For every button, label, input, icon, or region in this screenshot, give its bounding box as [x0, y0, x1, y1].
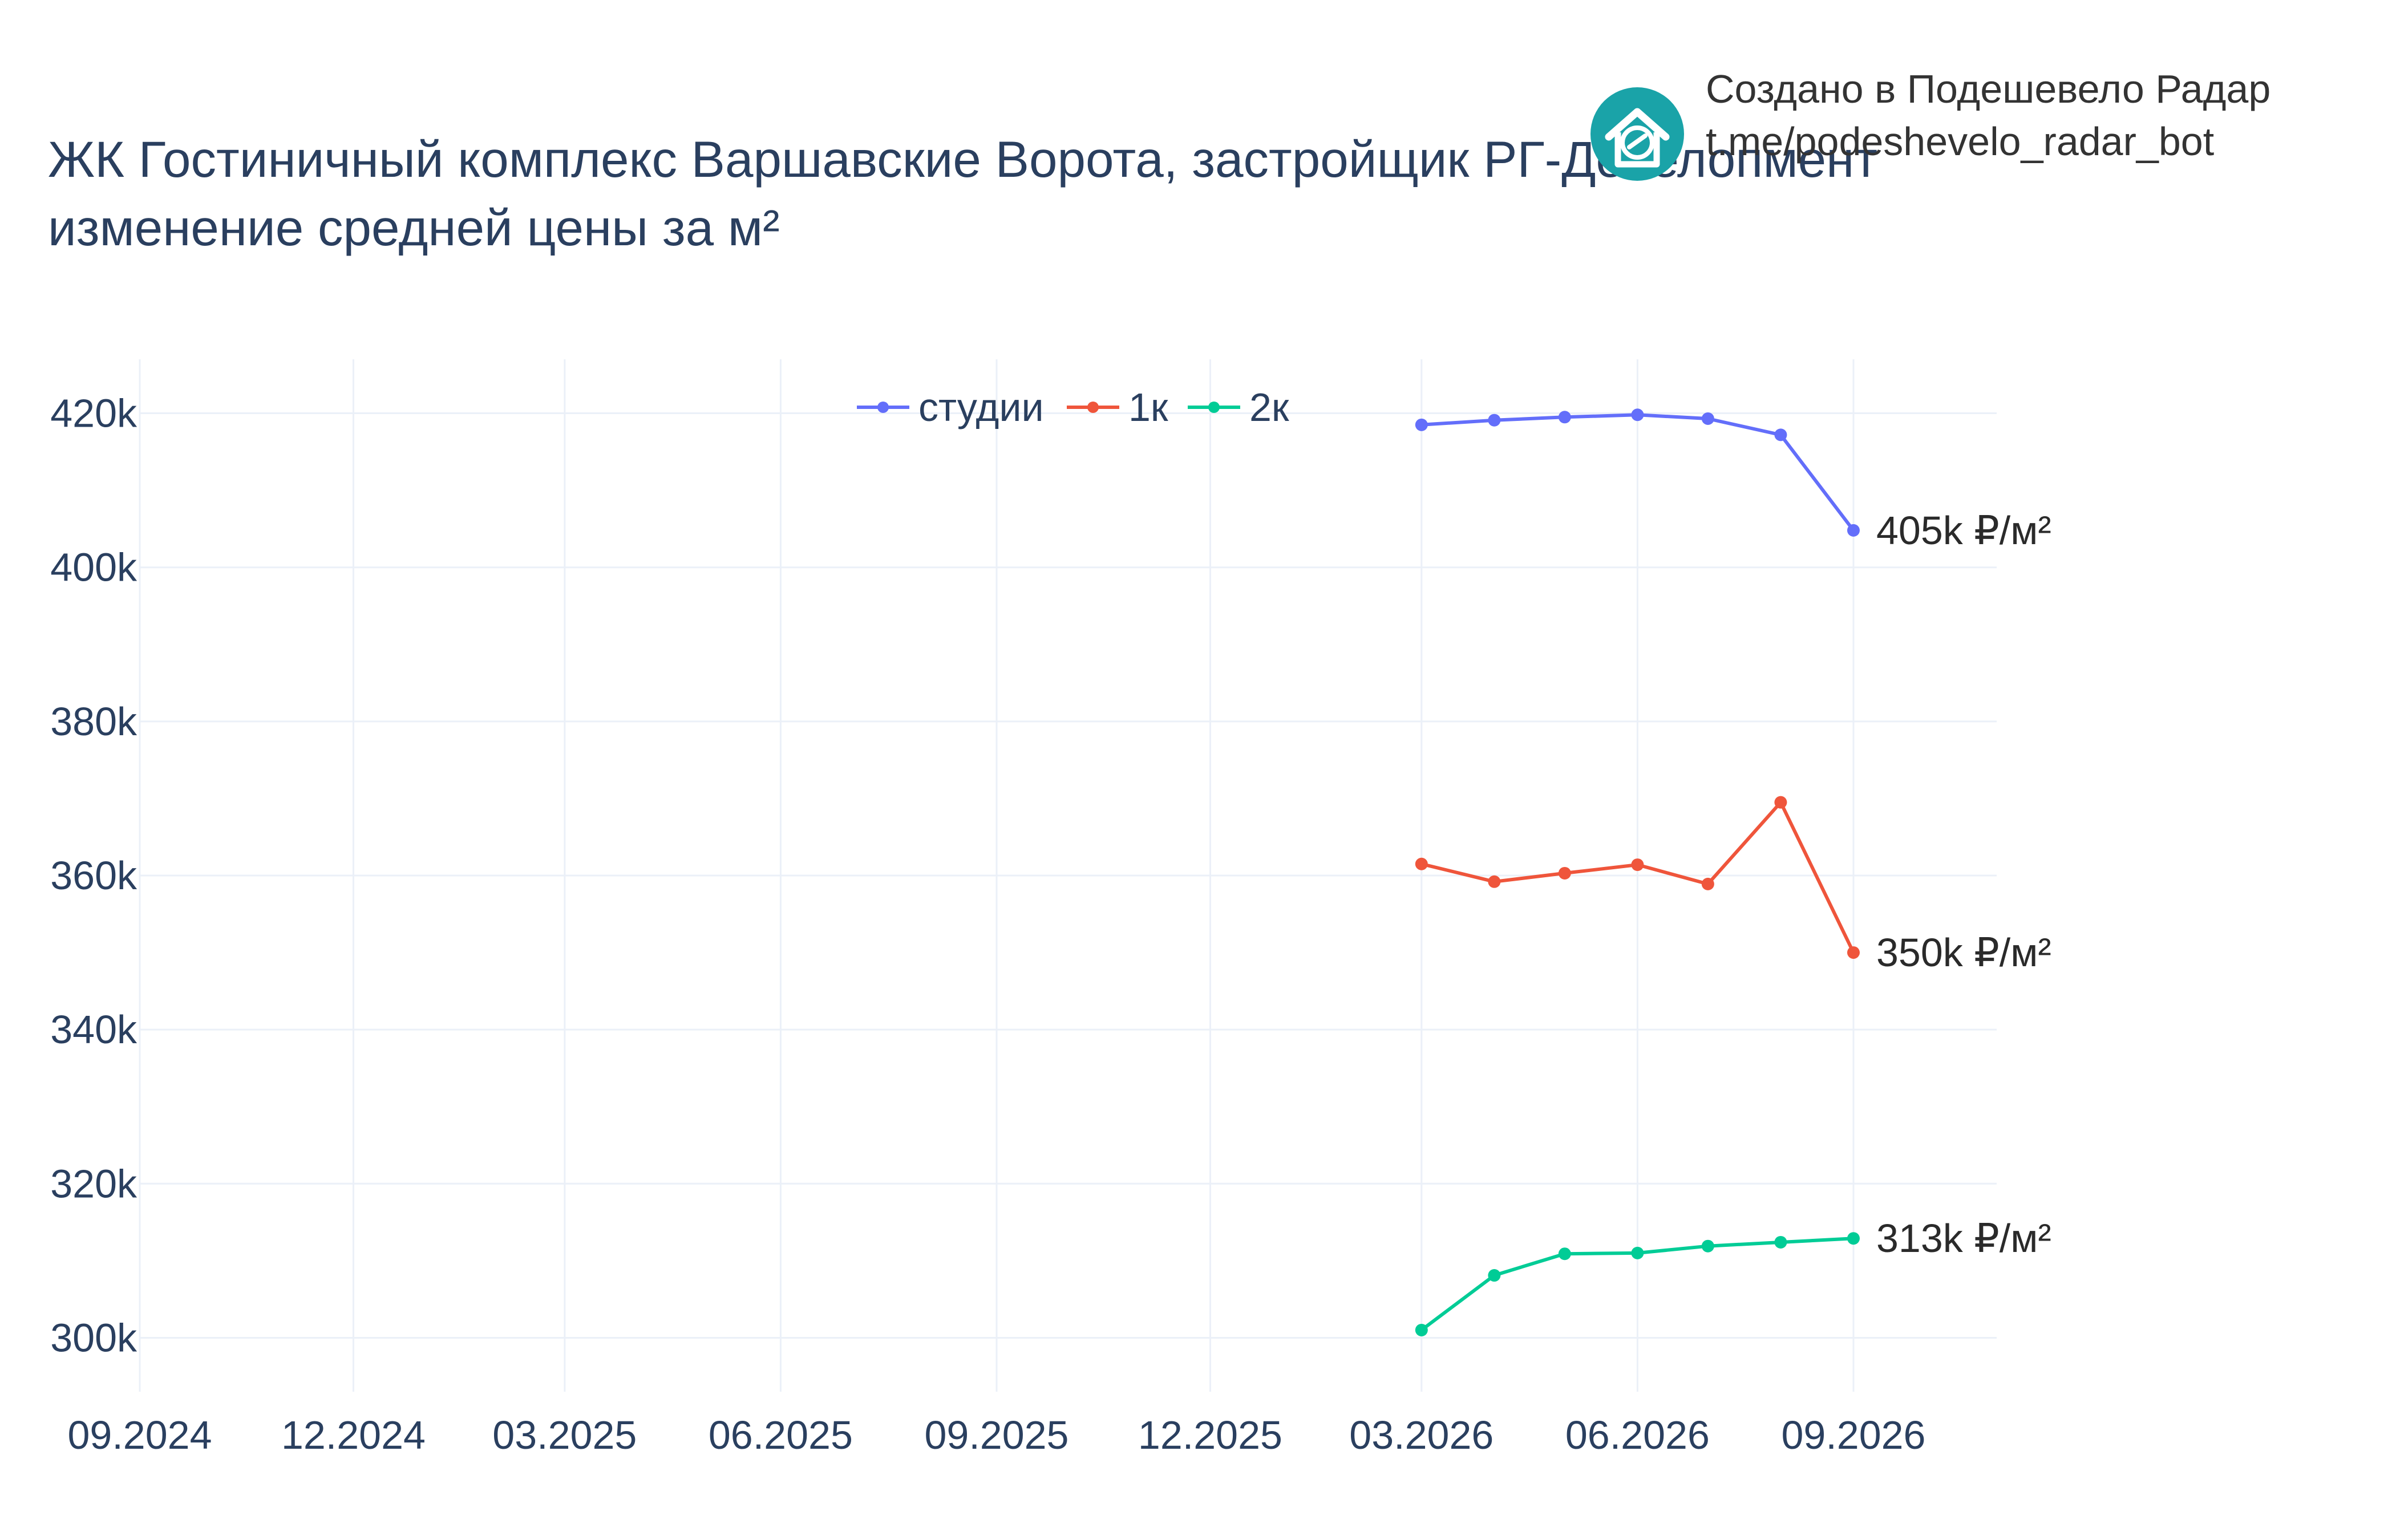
x-tick-label: 09.2025	[924, 1413, 1069, 1457]
legend-label: студии	[918, 385, 1044, 429]
data-point	[1847, 946, 1860, 959]
y-axis: 300k 320k 340k 360k 380k 400k 420k	[50, 391, 137, 1360]
x-axis: 09.2024 12.2024 03.2025 06.2025 09.2025 12.20…	[67, 1413, 1925, 1457]
data-point	[1415, 857, 1428, 870]
series-2к	[1415, 1232, 1860, 1336]
legend-marker	[877, 402, 889, 413]
x-tick-label: 06.2026	[1565, 1413, 1710, 1457]
series-layer	[1415, 408, 1860, 1336]
grid	[139, 359, 1997, 1392]
x-tick-label: 03.2026	[1349, 1413, 1494, 1457]
series-1к	[1415, 796, 1860, 959]
end-labels: 405k ₽/м² 350k ₽/м² 313k ₽/м²	[1876, 508, 2051, 1261]
x-tick-label: 03.2025	[492, 1413, 637, 1457]
series-end-label: 405k ₽/м²	[1876, 508, 2051, 553]
chart-title: ЖК Гостиничный комплекс Варшавские Ворот…	[48, 131, 1877, 188]
x-tick-label: 12.2024	[281, 1413, 426, 1457]
data-point	[1847, 524, 1860, 537]
legend-marker	[1208, 402, 1220, 413]
y-tick-label: 420k	[50, 391, 137, 436]
house-arrow-icon	[1590, 87, 1684, 181]
y-tick-label: 360k	[50, 853, 137, 898]
data-point	[1774, 796, 1787, 809]
x-tick-label: 09.2026	[1781, 1413, 1925, 1457]
data-point	[1558, 1247, 1571, 1261]
legend-item-студии[interactable]: студии	[857, 385, 1044, 429]
legend-label: 1к	[1128, 385, 1168, 429]
y-tick-label: 320k	[50, 1161, 137, 1206]
y-tick-label: 400k	[50, 545, 137, 590]
x-tick-label: 09.2024	[67, 1413, 212, 1457]
legend-label: 2к	[1249, 385, 1289, 429]
data-point	[1558, 411, 1571, 424]
x-tick-label: 12.2025	[1138, 1413, 1282, 1457]
series-end-label: 350k ₽/м²	[1876, 930, 2051, 975]
legend-item-1к[interactable]: 1к	[1067, 385, 1168, 429]
legend-item-2к[interactable]: 2к	[1188, 385, 1289, 429]
y-tick-label: 340k	[50, 1007, 137, 1052]
credit-line-1: Создано в Подешевело Радар	[1706, 67, 2270, 111]
legend[interactable]: студии 1к 2к	[857, 385, 1289, 429]
data-point	[1701, 412, 1714, 425]
data-point	[1847, 1232, 1860, 1245]
data-point	[1774, 1235, 1787, 1249]
data-point	[1558, 866, 1571, 880]
series-студии	[1415, 408, 1860, 537]
legend-marker	[1087, 402, 1099, 413]
data-point	[1701, 1239, 1714, 1253]
y-tick-label: 300k	[50, 1315, 137, 1360]
data-point	[1415, 1323, 1428, 1336]
data-point	[1415, 418, 1428, 431]
series-end-label: 313k ₽/м²	[1876, 1216, 2051, 1261]
y-tick-label: 380k	[50, 699, 137, 744]
data-point	[1488, 875, 1501, 888]
data-point	[1631, 858, 1644, 872]
data-point	[1631, 1246, 1644, 1259]
data-point	[1631, 408, 1644, 422]
data-point	[1488, 1269, 1501, 1282]
data-point	[1774, 428, 1787, 441]
data-point	[1488, 414, 1501, 427]
credit-block[interactable]: Создано в Подешевело Радар t.me/podeshev…	[1590, 67, 2270, 181]
credit-link[interactable]: t.me/podeshevelo_radar_bot	[1706, 119, 2214, 164]
data-point	[1701, 877, 1714, 890]
x-tick-label: 06.2025	[709, 1413, 853, 1457]
chart-subtitle: изменение средней цены за м²	[48, 199, 780, 256]
